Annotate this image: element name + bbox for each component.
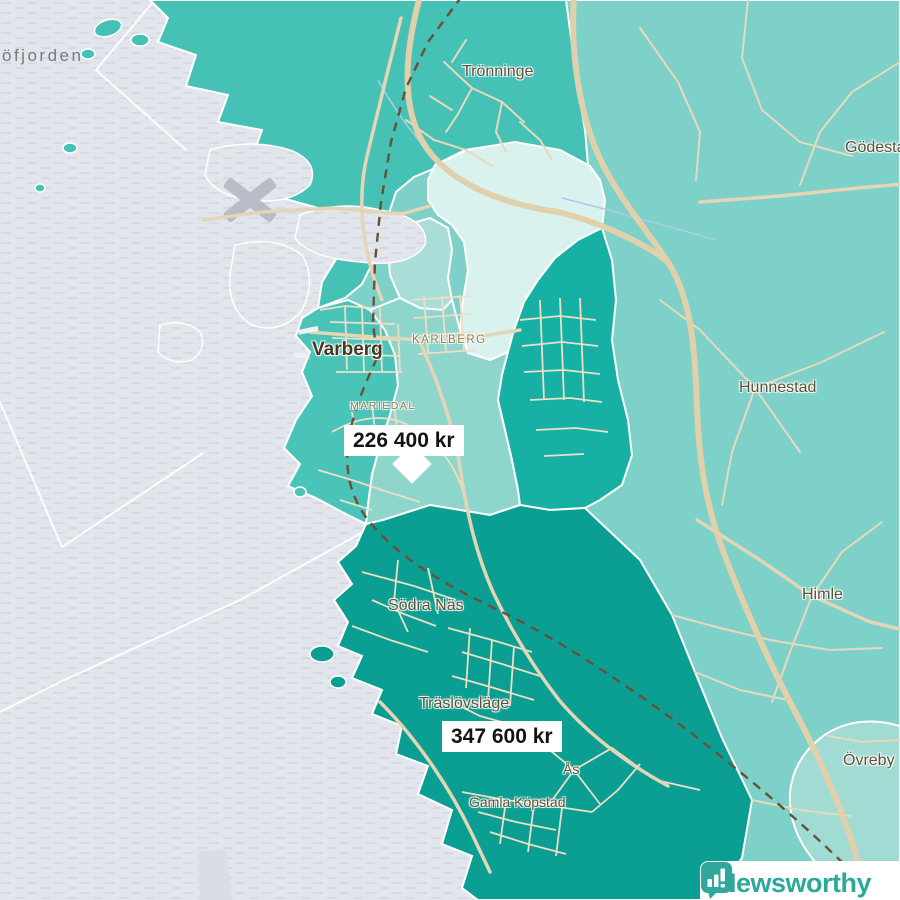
region-south [332,503,754,900]
price-annotation-south: 347 600 kr [442,721,562,753]
district-label-mariedal: MARIEDAL [350,400,416,412]
water-label: öfjorden [2,46,84,65]
region-east-centre [496,226,634,512]
highway [404,0,869,900]
railway [346,0,877,899]
place-label-ovreby: Övreby [843,752,895,769]
place-label-himle: Himle [802,586,843,603]
newsworthy-logo-text: Newsworthy [717,867,872,898]
newsworthy-logo[interactable]: Newsworthy [700,861,900,900]
place-label-hunnestad: Hunnestad [739,379,817,396]
place-label-as: Ås [563,761,580,777]
pier [198,850,232,900]
harbour-piers [293,325,319,360]
price-annotation-north: 226 400 kr [344,425,464,457]
place-label-tronninge: Trönninge [462,63,534,80]
place-label-varberg: Varberg [312,339,383,360]
district-label-karlberg: KARLBERG [412,334,487,346]
islands [34,18,347,689]
sea-boundary-lines [0,1,384,713]
place-label-sodra-nas: Södra Näs [388,597,464,614]
place-label-gamla-kopstad: Gamla Köpstad [469,794,566,810]
minor-roads [405,0,900,817]
newsworthy-logo-icon [701,862,732,899]
place-label-godestad: Gödestad [845,139,900,156]
place-label-traslovslage: Träslövsläge [419,695,510,712]
